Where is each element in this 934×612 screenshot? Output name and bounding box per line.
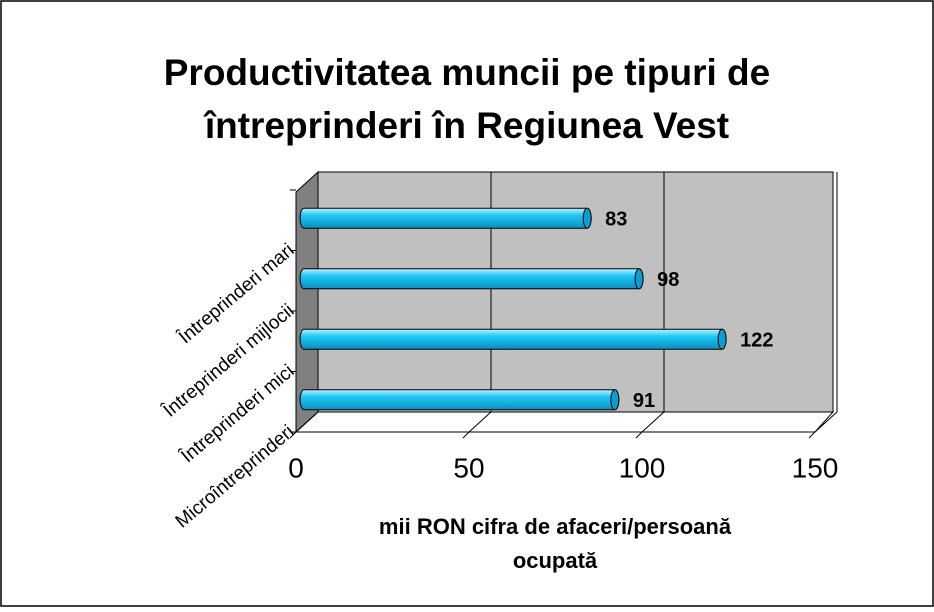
chart-title: Productivitatea muncii pe tipuri de bbox=[164, 52, 771, 93]
value-label: 91 bbox=[633, 390, 655, 412]
bar bbox=[299, 389, 620, 411]
grid-line bbox=[814, 411, 838, 433]
bar bbox=[299, 207, 592, 229]
floor bbox=[294, 411, 835, 433]
grid-line bbox=[295, 411, 319, 433]
bar bbox=[299, 328, 727, 350]
value-label: 83 bbox=[605, 209, 627, 231]
x-tick-label: 50 bbox=[453, 452, 484, 483]
tick-mark bbox=[635, 431, 643, 439]
x-tick-label: 100 bbox=[619, 452, 666, 483]
x-tick-label: 150 bbox=[792, 452, 839, 483]
value-label: 98 bbox=[657, 269, 679, 291]
grid-line bbox=[468, 411, 492, 433]
x-tick-label: 0 bbox=[288, 452, 304, 483]
x-axis-title: mii RON cifra de afaceri/persoană bbox=[379, 514, 732, 539]
chart-title: întreprinderi în Regiunea Vest bbox=[203, 105, 729, 146]
value-label: 122 bbox=[740, 330, 773, 352]
tick-mark bbox=[462, 431, 470, 439]
x-axis-title: ocupată bbox=[513, 548, 598, 573]
bar bbox=[299, 268, 644, 290]
tick-mark bbox=[808, 431, 816, 439]
grid-line bbox=[641, 411, 665, 433]
tick-mark bbox=[289, 431, 297, 439]
